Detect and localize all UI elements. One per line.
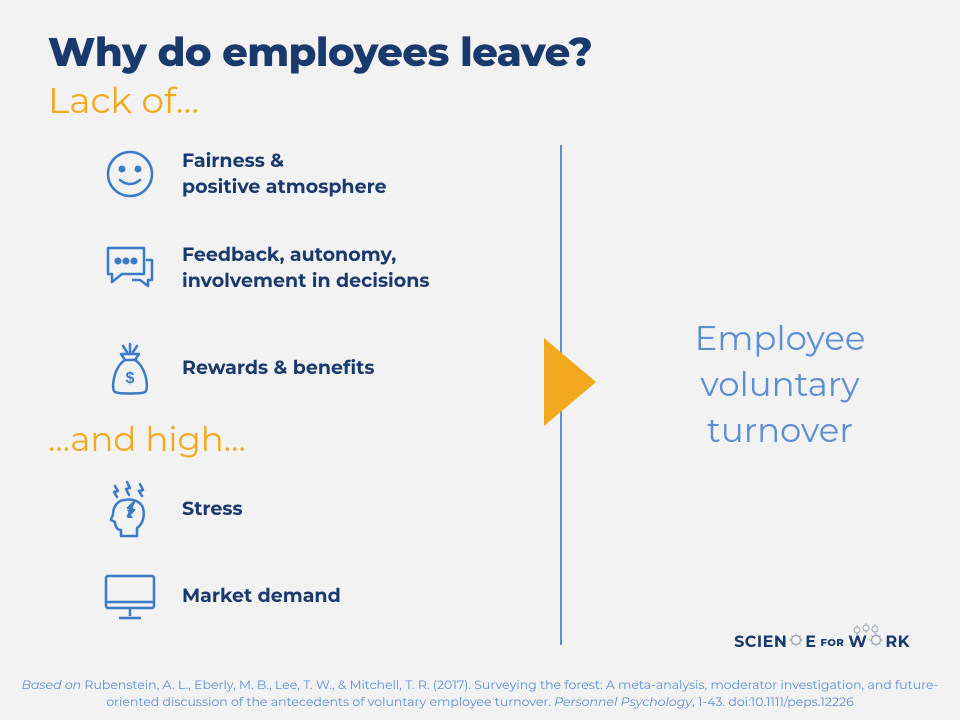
subtitle-high: …and high… <box>48 418 246 460</box>
citation-journal: Personnel Psychology <box>554 695 692 710</box>
factor-label: Feedback, autonomy,involvement in decisi… <box>182 242 429 293</box>
factor-label: Fairness &positive atmosphere <box>182 148 387 199</box>
outcome-label: Employeevoluntaryturnover <box>640 316 920 454</box>
citation-prefix: Based on <box>22 678 85 693</box>
stress-icon <box>100 480 160 538</box>
subtitle-lack: Lack of… <box>48 79 592 123</box>
factor-label: Stress <box>182 496 243 522</box>
logo-gears-top <box>852 623 886 642</box>
svg-text:$: $ <box>126 370 135 387</box>
factor-item-stress: Stress <box>100 480 243 538</box>
factor-label: Rewards & benefits <box>182 355 375 381</box>
factor-label: Market demand <box>182 583 341 609</box>
arrow-right <box>544 338 596 426</box>
factor-item-chat: Feedback, autonomy,involvement in decisi… <box>100 240 429 296</box>
page-title: Why do employees leave? <box>48 28 592 77</box>
citation-body2: , 1-43. doi:10.1111/peps.12226 <box>692 695 854 710</box>
brand-logo: SCIENE FOR WRK <box>734 633 910 652</box>
logo-gear-c <box>789 633 803 652</box>
factor-item-monitor: Market demand <box>100 570 341 622</box>
chat-icon <box>100 240 160 296</box>
monitor-icon <box>100 570 160 622</box>
logo-text-right: RK <box>885 633 910 652</box>
logo-text-e: E <box>805 633 816 652</box>
money-icon: $ <box>100 340 160 396</box>
logo-text-left: SCIEN <box>734 633 787 652</box>
factor-item-money: $ Rewards & benefits <box>100 340 375 396</box>
factor-item-smile: Fairness &positive atmosphere <box>100 148 387 200</box>
citation: Based on Rubenstein, A. L., Eberly, M. B… <box>20 678 940 712</box>
logo-text-for: FOR <box>819 636 847 649</box>
title-block: Why do employees leave? Lack of… <box>48 28 592 123</box>
smile-icon <box>100 148 160 200</box>
